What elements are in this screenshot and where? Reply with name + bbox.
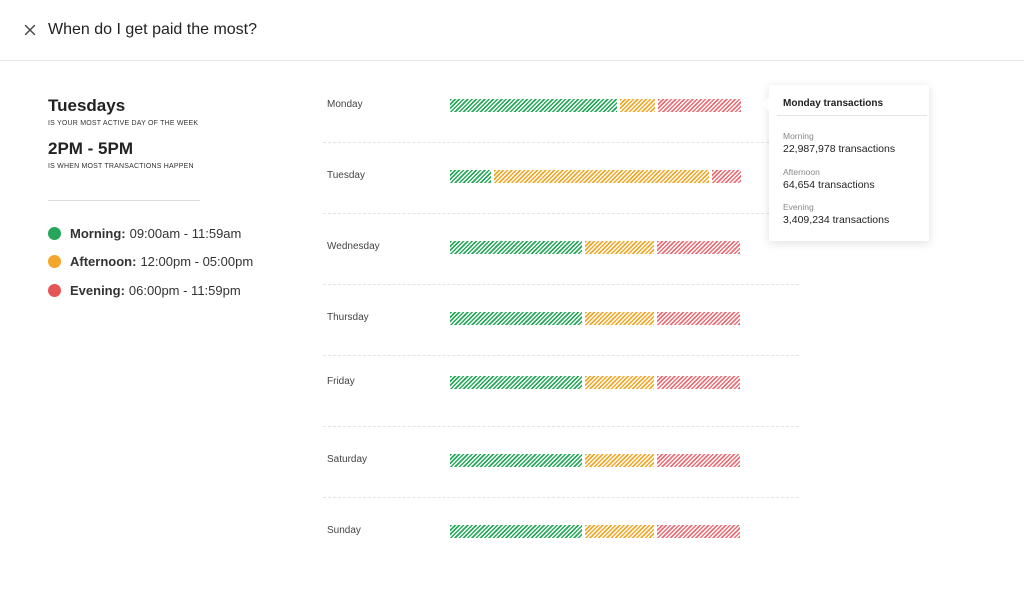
legend-item-afternoon: Afternoon: 12:00pm - 05:00pm: [48, 252, 253, 270]
tooltip-title: Monday transactions: [783, 98, 884, 109]
bar-afternoon[interactable]: [494, 170, 709, 183]
day-row-sunday[interactable]: Sunday: [323, 497, 799, 568]
bar-evening[interactable]: [657, 241, 740, 254]
peak-time-caption: IS WHEN MOST TRANSACTIONS HAPPEN: [48, 163, 194, 170]
tooltip-value: 22,987,978 transactions: [783, 143, 896, 155]
bar-morning[interactable]: [450, 525, 582, 538]
day-label: Thursday: [327, 312, 369, 323]
bar-afternoon[interactable]: [585, 376, 654, 389]
bar-evening[interactable]: [712, 170, 741, 183]
legend-item-evening: Evening: 06:00pm - 11:59pm: [48, 281, 241, 299]
day-tooltip: Monday transactions Morning 22,987,978 t…: [762, 85, 929, 241]
bar-evening[interactable]: [658, 99, 741, 112]
page-title: When do I get paid the most?: [48, 21, 258, 38]
bar-evening[interactable]: [657, 525, 740, 538]
legend-range: 09:00am - 11:59am: [129, 225, 242, 241]
bar-morning[interactable]: [450, 170, 491, 183]
peak-time: 2PM - 5PM: [48, 139, 134, 158]
day-row-wednesday[interactable]: Wednesday: [323, 213, 799, 285]
tooltip-period: Evening: [783, 202, 814, 212]
day-label: Friday: [327, 376, 355, 387]
day-row-saturday[interactable]: Saturday: [323, 426, 799, 498]
tooltip-divider: [777, 115, 927, 116]
bar-morning[interactable]: [450, 99, 617, 112]
bar-afternoon[interactable]: [620, 99, 655, 112]
bar-afternoon[interactable]: [585, 525, 654, 538]
most-active-day-caption: IS YOUR MOST ACTIVE DAY OF THE WEEK: [48, 120, 199, 127]
legend-item-morning: Morning: 09:00am - 11:59am: [48, 224, 241, 242]
bar-morning[interactable]: [450, 454, 582, 467]
legend-range: 12:00pm - 05:00pm: [140, 253, 254, 269]
legend-label: Morning:: [70, 225, 126, 241]
bar-afternoon[interactable]: [585, 241, 654, 254]
day-row-thursday[interactable]: Thursday: [323, 284, 799, 356]
close-icon[interactable]: [24, 24, 36, 36]
tooltip-value: 64,654 transactions: [783, 179, 875, 191]
bar-evening[interactable]: [657, 376, 740, 389]
day-label: Monday: [327, 99, 363, 110]
close-button[interactable]: [20, 20, 40, 40]
day-label: Saturday: [327, 454, 368, 465]
day-row-friday[interactable]: Friday: [323, 355, 799, 427]
header: When do I get paid the most?: [0, 0, 1024, 61]
red-dot-icon: [48, 283, 61, 297]
summary-divider: [48, 200, 200, 201]
bar-evening[interactable]: [657, 312, 740, 325]
bar-morning[interactable]: [450, 241, 582, 254]
legend-label: Afternoon:: [70, 253, 137, 269]
green-dot-icon: [48, 226, 61, 240]
day-label: Sunday: [327, 525, 361, 536]
legend-label: Evening:: [70, 282, 125, 298]
bar-evening[interactable]: [657, 454, 740, 467]
legend-range: 06:00pm - 11:59pm: [128, 282, 241, 298]
most-active-day: Tuesdays: [48, 96, 126, 115]
day-label: Tuesday: [327, 170, 365, 181]
tooltip-arrow: [762, 97, 769, 111]
orange-dot-icon: [48, 254, 61, 268]
bar-morning[interactable]: [450, 312, 582, 325]
bar-morning[interactable]: [450, 376, 582, 389]
bar-afternoon[interactable]: [585, 454, 654, 467]
tooltip-period: Afternoon: [783, 167, 820, 177]
day-row-monday[interactable]: Monday: [323, 71, 799, 143]
tooltip-value: 3,409,234 transactions: [783, 214, 890, 226]
bar-afternoon[interactable]: [585, 312, 654, 325]
tooltip-period: Morning: [783, 131, 814, 141]
day-label: Wednesday: [327, 241, 380, 252]
day-row-tuesday[interactable]: Tuesday: [323, 142, 799, 214]
